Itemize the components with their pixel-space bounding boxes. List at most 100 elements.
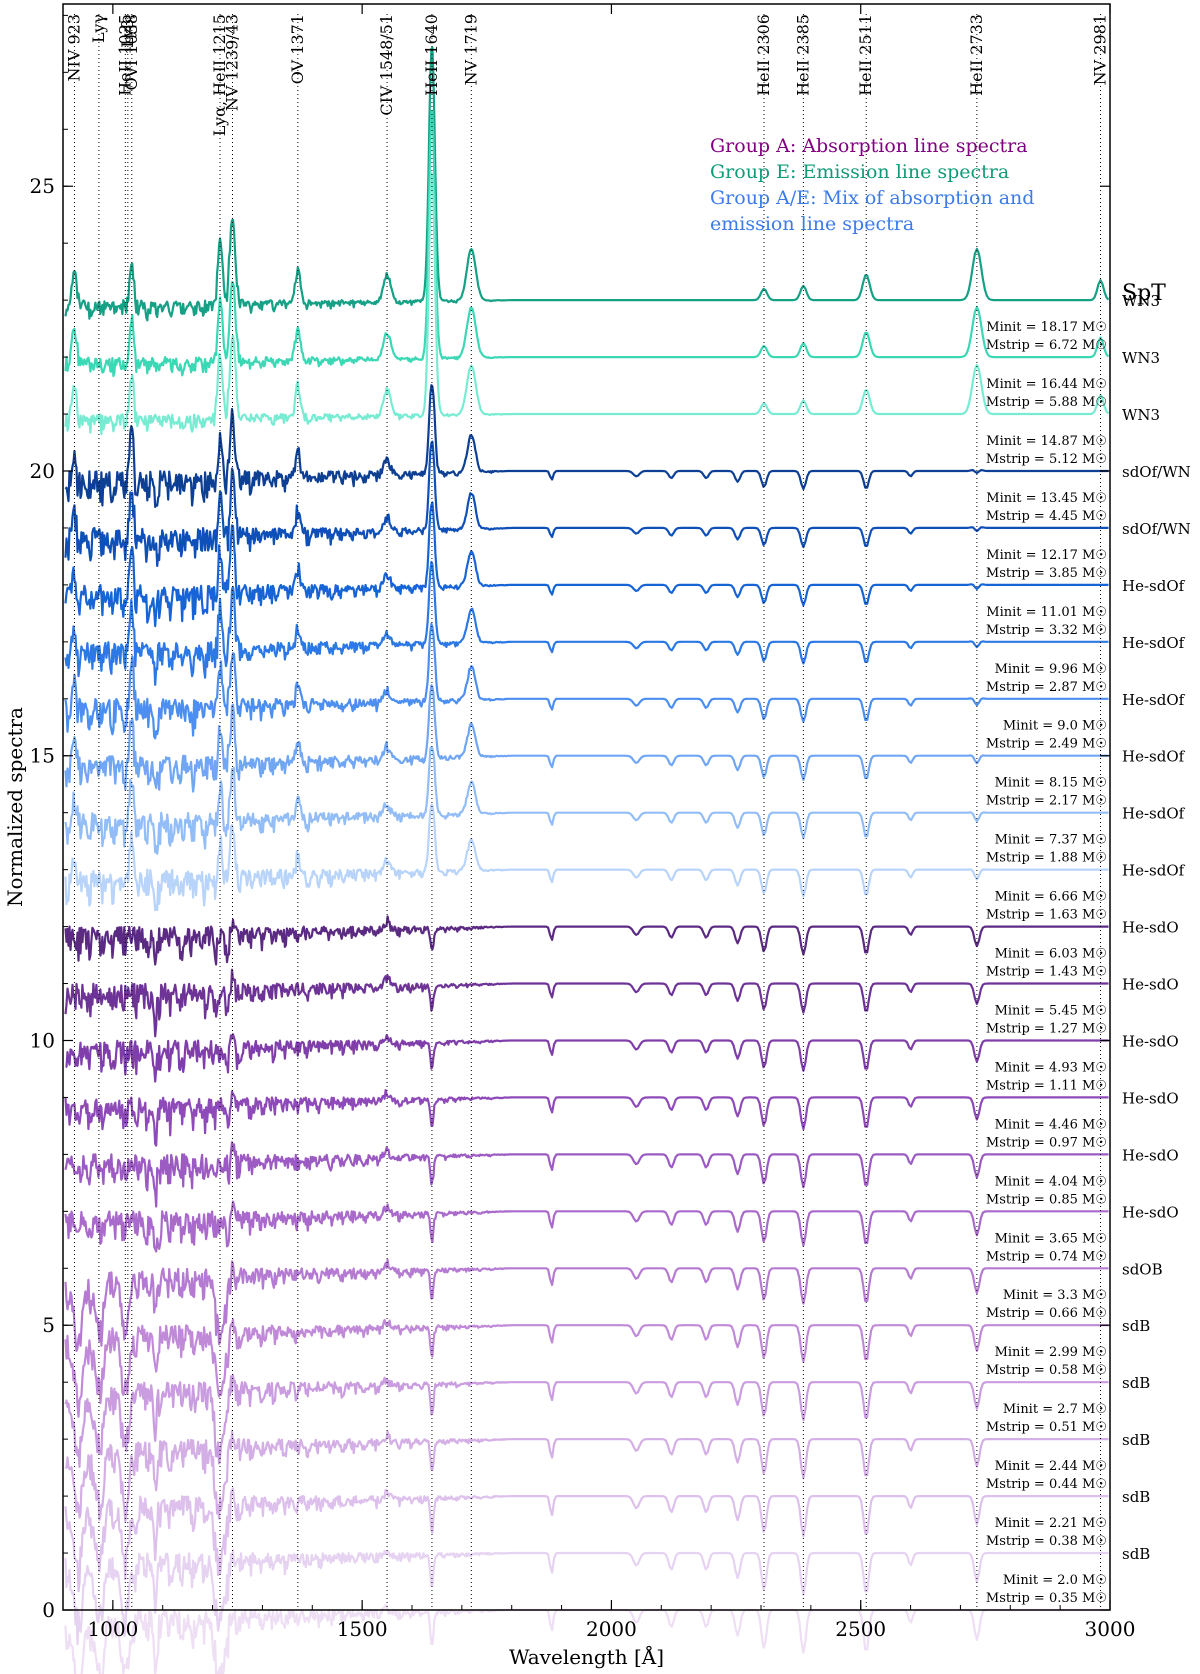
- mass-strip-label-3: Mstrip = 5.12 M☉: [986, 452, 1107, 467]
- line-marker-label-1: Lyγ: [89, 14, 108, 43]
- mass-init-label-1: Minit = 18.17 M☉: [986, 320, 1107, 335]
- mass-strip-label-11: Mstrip = 1.63 M☉: [986, 908, 1107, 923]
- plot-frame: [62, 3, 1111, 1611]
- spectrum-series-13: [65, 1033, 1109, 1083]
- mass-init-label-18: Minit = 3.3 M☉: [1003, 1288, 1107, 1303]
- mass-init-label-14: Minit = 4.93 M☉: [995, 1060, 1107, 1075]
- spectrum-series-19: [64, 1373, 1109, 1469]
- mass-strip-label-14: Mstrip = 1.11 M☉: [986, 1078, 1107, 1093]
- mass-strip-label-8: Mstrip = 2.49 M☉: [986, 737, 1107, 752]
- y-tick-label-5: 25: [30, 174, 55, 198]
- mass-init-label-13: Minit = 5.45 M☉: [995, 1004, 1107, 1019]
- mass-strip-label-23: Mstrip = 0.35 M☉: [986, 1591, 1107, 1606]
- spt-label-13: He-sdO: [1122, 1033, 1179, 1051]
- y-tick-label-1: 5: [42, 1313, 55, 1337]
- mass-strip-label-1: Mstrip = 6.72 M☉: [986, 338, 1107, 353]
- spt-label-0: WN3: [1122, 292, 1160, 310]
- spectrum-series-3: [64, 384, 1109, 508]
- spt-label-15: He-sdO: [1122, 1146, 1179, 1164]
- spectrum-series-23: [64, 1604, 1109, 1674]
- line-marker-label-5: Lyα, HeII 1215: [210, 14, 229, 136]
- mass-init-label-12: Minit = 6.03 M☉: [995, 947, 1107, 962]
- spectrum-series-12: [64, 968, 1109, 1038]
- mass-init-label-7: Minit = 9.96 M☉: [995, 662, 1107, 677]
- spectrum-series-6: [64, 560, 1109, 686]
- line-marker-label-10: NV 1719: [461, 14, 480, 85]
- spectrum-series-20: [64, 1429, 1109, 1523]
- spectrum-series-14: [64, 1088, 1109, 1147]
- mass-init-label-11: Minit = 6.66 M☉: [995, 890, 1107, 905]
- x-tick-label-1: 1500: [337, 1617, 388, 1641]
- mass-init-label-6: Minit = 11.01 M☉: [986, 605, 1107, 620]
- spt-header: SpT: [1122, 281, 1166, 306]
- mass-init-label-17: Minit = 3.65 M☉: [995, 1231, 1107, 1246]
- spt-label-6: He-sdOf: [1122, 634, 1186, 652]
- line-marker-label-11: HeII 2306: [754, 14, 773, 96]
- spt-label-14: He-sdO: [1122, 1089, 1179, 1107]
- mass-init-label-3: Minit = 14.87 M☉: [986, 434, 1107, 449]
- spectrum-series-0: [64, 46, 1110, 322]
- spectrum-series-5: [64, 501, 1109, 628]
- spt-label-2: WN3: [1122, 406, 1160, 424]
- y-axis-title: Normalized spectra: [3, 707, 27, 907]
- spectrum-series-15: [64, 1141, 1109, 1208]
- legend-entry-3: emission line spectra: [710, 213, 914, 235]
- line-marker-label-14: HeII 2733: [967, 14, 986, 96]
- mass-strip-label-4: Mstrip = 4.45 M☉: [986, 509, 1107, 524]
- mass-strip-label-10: Mstrip = 1.88 M☉: [986, 851, 1107, 866]
- line-marker-label-13: HeII 2511: [856, 14, 875, 96]
- line-marker-label-4: OVI 1038: [122, 14, 141, 91]
- spt-label-16: He-sdO: [1122, 1203, 1179, 1221]
- mass-strip-label-5: Mstrip = 3.85 M☉: [986, 566, 1107, 581]
- x-tick-label-0: 1000: [87, 1617, 138, 1641]
- mass-init-label-16: Minit = 4.04 M☉: [995, 1174, 1107, 1189]
- line-marker-label-12: HeII 2385: [793, 14, 812, 96]
- mass-strip-label-17: Mstrip = 0.74 M☉: [986, 1249, 1107, 1264]
- mass-strip-label-15: Mstrip = 0.97 M☉: [986, 1135, 1107, 1150]
- mass-init-label-2: Minit = 16.44 M☉: [986, 377, 1107, 392]
- y-tick-label-2: 10: [30, 1028, 55, 1052]
- mass-init-label-23: Minit = 2.0 M☉: [1003, 1573, 1107, 1588]
- x-axis-title: Wavelength [Å]: [509, 1644, 664, 1669]
- x-tick-label-2: 2000: [586, 1617, 637, 1641]
- mass-strip-label-19: Mstrip = 0.58 M☉: [986, 1363, 1107, 1378]
- spt-label-1: WN3: [1122, 349, 1160, 367]
- spt-label-18: sdB: [1122, 1317, 1150, 1335]
- mass-init-label-8: Minit = 9.0 M☉: [1003, 719, 1107, 734]
- mass-strip-label-6: Mstrip = 3.32 M☉: [986, 623, 1107, 638]
- mass-init-label-15: Minit = 4.46 M☉: [995, 1117, 1107, 1132]
- spt-label-20: sdB: [1122, 1431, 1150, 1449]
- spt-label-21: sdB: [1122, 1488, 1150, 1506]
- spt-label-5: He-sdOf: [1122, 577, 1186, 595]
- axes: 1000 1500 2000 2500 3000 0 5 10 15 20 25 Wavelength…: [3, 3, 1135, 1669]
- mass-strip-label-22: Mstrip = 0.38 M☉: [986, 1534, 1107, 1549]
- line-marker-label-8: CIV 1548/51: [377, 14, 396, 116]
- mass-init-label-5: Minit = 12.17 M☉: [986, 548, 1107, 563]
- mass-init-label-21: Minit = 2.44 M☉: [995, 1459, 1107, 1474]
- mass-strip-label-16: Mstrip = 0.85 M☉: [986, 1192, 1107, 1207]
- mass-strip-label-7: Mstrip = 2.87 M☉: [986, 680, 1107, 695]
- line-marker-label-0: NIV 923: [65, 14, 84, 82]
- mass-strip-label-9: Mstrip = 2.17 M☉: [986, 794, 1107, 809]
- mass-init-label-22: Minit = 2.21 M☉: [995, 1516, 1107, 1531]
- mass-init-label-9: Minit = 8.15 M☉: [995, 776, 1107, 791]
- mass-strip-label-18: Mstrip = 0.66 M☉: [986, 1306, 1107, 1321]
- legend: Group A: Absorption line spectra Group E:…: [710, 135, 1034, 235]
- mass-strip-label-13: Mstrip = 1.27 M☉: [986, 1022, 1107, 1037]
- spt-label-19: sdB: [1122, 1374, 1150, 1392]
- line-marker-label-9: HeII 1640: [422, 14, 441, 96]
- mass-strip-label-20: Mstrip = 0.51 M☉: [986, 1420, 1107, 1435]
- line-marker-label-7: OV 1371: [288, 14, 307, 84]
- spectrum-series-11: [64, 915, 1109, 966]
- spt-label-17: sdOB: [1122, 1260, 1163, 1278]
- spt-label-12: He-sdO: [1122, 976, 1179, 994]
- legend-entry-1: Group E: Emission line spectra: [710, 161, 1009, 183]
- y-tick-label-0: 0: [42, 1598, 55, 1622]
- spectrum-series-1: [64, 109, 1110, 378]
- spectrum-series-2: [64, 172, 1110, 436]
- spt-label-9: He-sdOf: [1122, 805, 1186, 823]
- mass-init-label-19: Minit = 2.99 M☉: [995, 1345, 1107, 1360]
- mass-init-label-20: Minit = 2.7 M☉: [1003, 1402, 1107, 1417]
- spectrum-series-8: [64, 684, 1109, 793]
